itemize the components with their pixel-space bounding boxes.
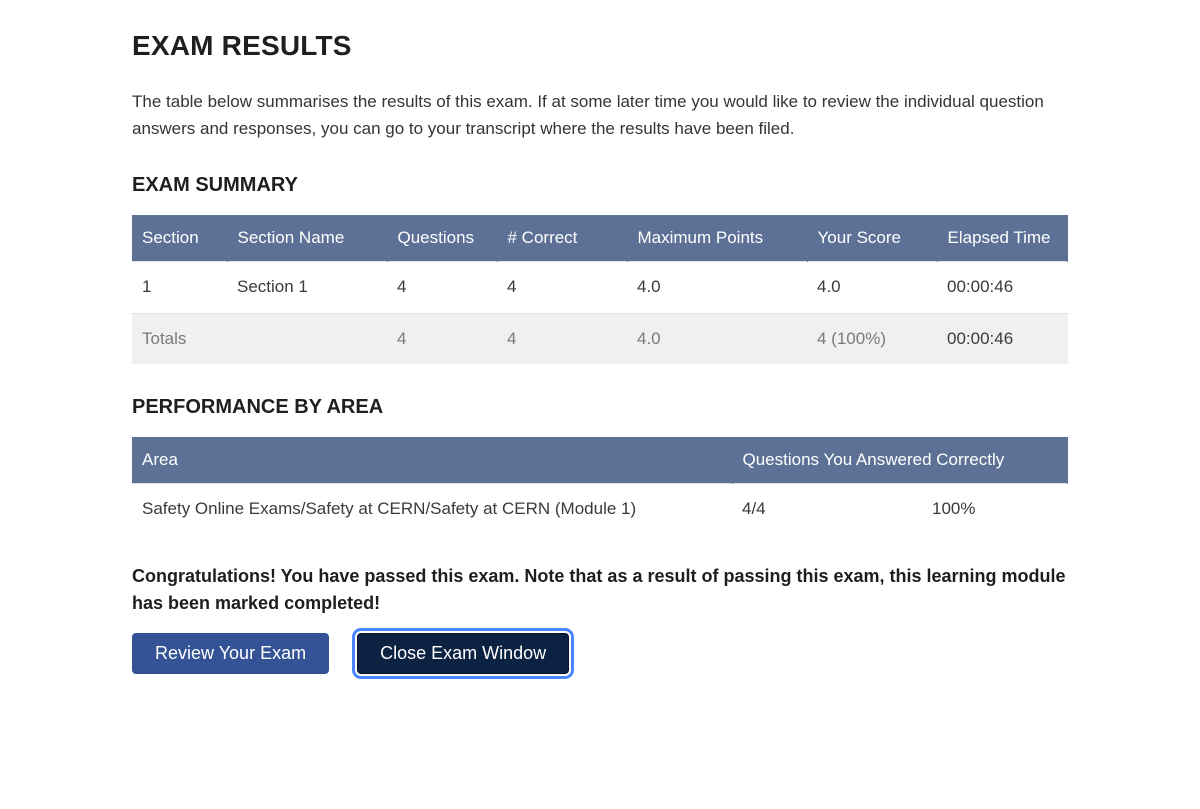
review-exam-button[interactable]: Review Your Exam	[132, 633, 329, 674]
intro-text: The table below summarises the results o…	[132, 89, 1068, 142]
cell-maxpts: 4.0	[627, 262, 807, 313]
summary-table: Section Section Name Questions # Correct…	[132, 215, 1068, 364]
col-header: Elapsed Time	[937, 215, 1068, 262]
cell-pct: 100%	[922, 484, 1068, 535]
col-header: # Correct	[497, 215, 627, 262]
summary-header-row: Section Section Name Questions # Correct…	[132, 215, 1068, 262]
cell-maxpts: 4.0	[627, 313, 807, 364]
cell-totals-label: Totals	[132, 313, 227, 364]
col-header: Section Name	[227, 215, 387, 262]
col-header: Maximum Points	[627, 215, 807, 262]
summary-heading: EXAM SUMMARY	[132, 170, 1068, 201]
cell-correct: 4	[497, 313, 627, 364]
table-row: Safety Online Exams/Safety at CERN/Safet…	[132, 484, 1068, 535]
cell-section: 1	[132, 262, 227, 313]
button-row: Review Your Exam Close Exam Window	[132, 633, 1068, 674]
close-exam-window-button[interactable]: Close Exam Window	[357, 633, 569, 674]
area-header-row: Area Questions You Answered Correctly	[132, 437, 1068, 484]
cell-questions: 4	[387, 313, 497, 364]
table-row: 1 Section 1 4 4 4.0 4.0 00:00:46	[132, 262, 1068, 313]
cell-empty	[227, 313, 387, 364]
totals-row: Totals 4 4 4.0 4 (100%) 00:00:46	[132, 313, 1068, 364]
col-header: Area	[132, 437, 732, 484]
cell-questions: 4	[387, 262, 497, 313]
col-header: Questions	[387, 215, 497, 262]
cell-elapsed: 00:00:46	[937, 313, 1068, 364]
cell-ratio: 4/4	[732, 484, 922, 535]
cell-elapsed: 00:00:46	[937, 262, 1068, 313]
area-table: Area Questions You Answered Correctly Sa…	[132, 437, 1068, 535]
col-header: Your Score	[807, 215, 937, 262]
congrats-text: Congratulations! You have passed this ex…	[132, 563, 1068, 617]
cell-area: Safety Online Exams/Safety at CERN/Safet…	[132, 484, 732, 535]
col-header: Questions You Answered Correctly	[732, 437, 1068, 484]
cell-score: 4 (100%)	[807, 313, 937, 364]
cell-score: 4.0	[807, 262, 937, 313]
area-heading: PERFORMANCE BY AREA	[132, 392, 1068, 423]
cell-correct: 4	[497, 262, 627, 313]
page-title: EXAM RESULTS	[132, 24, 1068, 67]
cell-name: Section 1	[227, 262, 387, 313]
col-header: Section	[132, 215, 227, 262]
exam-results-page: EXAM RESULTS The table below summarises …	[0, 0, 1200, 714]
